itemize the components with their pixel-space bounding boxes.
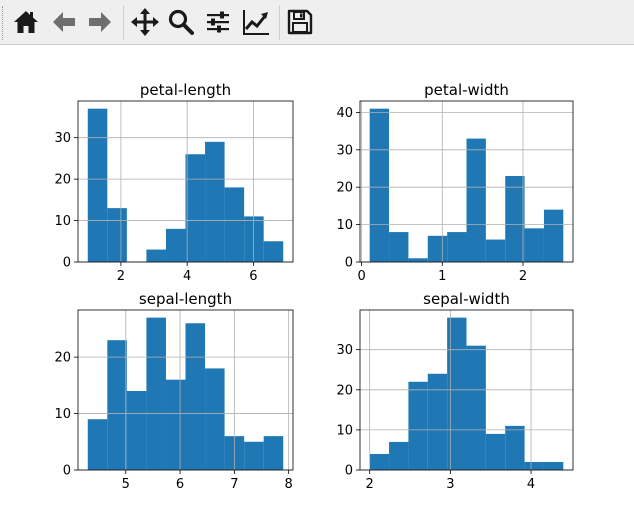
- histogram-bar: [107, 340, 127, 470]
- x-tick-label: 7: [230, 477, 238, 492]
- histogram-bar: [244, 216, 264, 262]
- histogram-bar: [389, 232, 409, 262]
- histogram-bar: [543, 461, 564, 470]
- histogram-bar: [224, 187, 245, 262]
- x-tick-label: 8: [285, 477, 293, 492]
- histogram-bar: [408, 258, 428, 262]
- back-button[interactable]: [48, 6, 80, 38]
- y-tick-label: 20: [54, 351, 71, 366]
- histogram-bar: [524, 461, 544, 470]
- floppy-disk-icon: [287, 9, 313, 35]
- y-tick-label: 10: [336, 423, 353, 438]
- arrow-left-icon: [53, 12, 75, 32]
- edit-axes-button[interactable]: [240, 6, 272, 38]
- histogram-bar: [389, 441, 409, 470]
- save-button[interactable]: [284, 6, 316, 38]
- subplot-title: sepal-width: [423, 290, 510, 308]
- y-tick-label: 0: [63, 464, 71, 479]
- line-chart-icon: [243, 10, 269, 35]
- y-tick-label: 40: [336, 106, 353, 121]
- y-tick-label: 0: [345, 464, 353, 479]
- x-tick-label: 0: [357, 269, 365, 284]
- histogram-bar: [165, 379, 186, 470]
- y-tick-label: 0: [63, 256, 71, 271]
- histogram-bar: [485, 239, 506, 262]
- toolbar: [0, 0, 634, 45]
- histogram-bar: [447, 317, 467, 470]
- x-tick-label: 2: [519, 269, 527, 284]
- histogram-bar: [369, 453, 390, 470]
- x-tick-label: 6: [176, 477, 184, 492]
- subplot-sepal-length: 5 6 7 8 0 10 20 sepal-length: [54, 290, 294, 492]
- y-tick-label: 30: [336, 343, 353, 358]
- toolbar-separator: [123, 5, 124, 40]
- histogram-bar: [524, 228, 544, 262]
- toolbar-grip: [2, 6, 6, 40]
- y-tick-label: 20: [336, 181, 353, 196]
- histogram-bar: [205, 141, 225, 262]
- subplot-title: petal-length: [140, 81, 231, 99]
- histogram-bar: [466, 345, 486, 470]
- x-tick-label: 1: [438, 269, 446, 284]
- x-tick-label: 5: [122, 477, 130, 492]
- pan-button[interactable]: [129, 6, 161, 38]
- histogram-bar: [466, 138, 486, 262]
- y-tick-label: 30: [54, 131, 71, 146]
- home-icon: [14, 11, 38, 33]
- histogram-bar: [244, 441, 264, 470]
- subplot-title: sepal-length: [139, 290, 232, 308]
- zoom-button[interactable]: [165, 6, 197, 38]
- histogram-bar: [165, 228, 186, 262]
- histogram-bar: [126, 390, 147, 470]
- histogram-bar: [263, 241, 284, 262]
- y-tick-label: 0: [345, 256, 353, 271]
- histogram-bar: [146, 317, 166, 470]
- histogram-bar: [485, 433, 506, 470]
- y-tick-label: 10: [336, 218, 353, 233]
- histogram-bar: [369, 108, 390, 262]
- configure-subplots-button[interactable]: [202, 6, 234, 38]
- histogram-bar: [146, 249, 166, 262]
- subplot-sepal-width: 2 3 4 0 10 20 30 sepal-width: [336, 290, 574, 492]
- move-icon: [131, 8, 159, 36]
- sliders-icon: [207, 11, 229, 33]
- x-tick-label: 4: [183, 269, 191, 284]
- subplot-petal-length: 2 4 6 0 10 20 30 petal-length: [54, 81, 294, 284]
- histogram-bar: [107, 208, 127, 262]
- histogram-bar: [87, 419, 108, 470]
- x-tick-label: 2: [366, 477, 374, 492]
- magnifier-icon: [168, 9, 194, 35]
- histogram-bar: [263, 436, 284, 470]
- histogram-bar: [427, 235, 448, 262]
- arrow-right-icon: [89, 12, 111, 32]
- axes-frame: [359, 100, 574, 263]
- histogram-bar: [505, 175, 525, 262]
- y-tick-label: 10: [54, 214, 71, 229]
- histogram-bar: [505, 425, 525, 470]
- x-tick-label: 2: [117, 269, 125, 284]
- y-tick-label: 20: [336, 383, 353, 398]
- histogram-bar: [408, 381, 428, 470]
- forward-button[interactable]: [84, 6, 116, 38]
- axes-frame: [77, 100, 294, 263]
- histogram-bar: [427, 373, 448, 470]
- subplot-title: petal-width: [424, 81, 509, 99]
- axes-frame: [77, 309, 294, 471]
- histogram-bar: [87, 108, 108, 262]
- home-button[interactable]: [10, 6, 42, 38]
- histogram-bar: [205, 368, 225, 470]
- histogram-bar: [447, 232, 467, 262]
- x-tick-label: 4: [527, 477, 535, 492]
- histogram-bar: [185, 323, 206, 470]
- x-tick-label: 6: [249, 269, 257, 284]
- histogram-bar: [185, 154, 206, 262]
- y-tick-label: 20: [54, 173, 71, 188]
- x-tick-label: 3: [446, 477, 454, 492]
- y-tick-label: 30: [336, 143, 353, 158]
- toolbar-separator: [279, 5, 280, 40]
- histogram-bar: [543, 209, 564, 262]
- y-tick-label: 10: [54, 407, 71, 422]
